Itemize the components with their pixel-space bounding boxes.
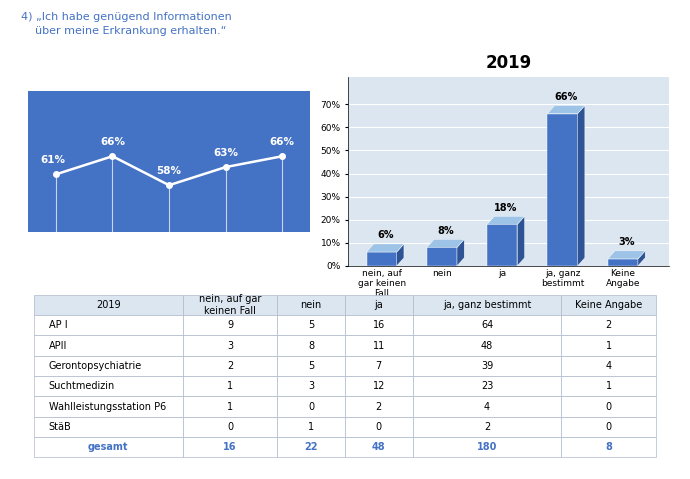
Polygon shape <box>397 244 404 266</box>
Polygon shape <box>487 224 518 266</box>
Polygon shape <box>608 259 638 266</box>
Text: 61%: 61% <box>41 155 66 165</box>
Polygon shape <box>608 251 645 259</box>
Polygon shape <box>457 240 464 266</box>
Text: 58%: 58% <box>157 166 181 176</box>
Polygon shape <box>427 247 457 266</box>
Polygon shape <box>518 216 524 266</box>
Polygon shape <box>427 240 464 247</box>
Polygon shape <box>366 252 397 266</box>
Polygon shape <box>487 216 524 224</box>
Text: 8%: 8% <box>437 226 454 236</box>
Text: 3%: 3% <box>618 238 635 247</box>
Text: 66%: 66% <box>100 137 125 147</box>
Polygon shape <box>638 251 645 266</box>
Polygon shape <box>547 105 585 114</box>
Polygon shape <box>578 105 585 266</box>
Text: 4) „Ich habe genügend Informationen
    über meine Erkrankung erhalten.“: 4) „Ich habe genügend Informationen über… <box>21 12 231 36</box>
Text: 18%: 18% <box>494 203 518 213</box>
Text: 66%: 66% <box>555 92 578 102</box>
Polygon shape <box>366 244 404 252</box>
Polygon shape <box>547 114 578 266</box>
Title: 2019: 2019 <box>486 54 532 72</box>
Text: 6%: 6% <box>377 230 393 240</box>
Text: 63%: 63% <box>213 148 238 158</box>
Title: ja, ganz bestimmt: ja, ganz bestimmt <box>113 76 225 86</box>
Text: 66%: 66% <box>270 137 295 147</box>
